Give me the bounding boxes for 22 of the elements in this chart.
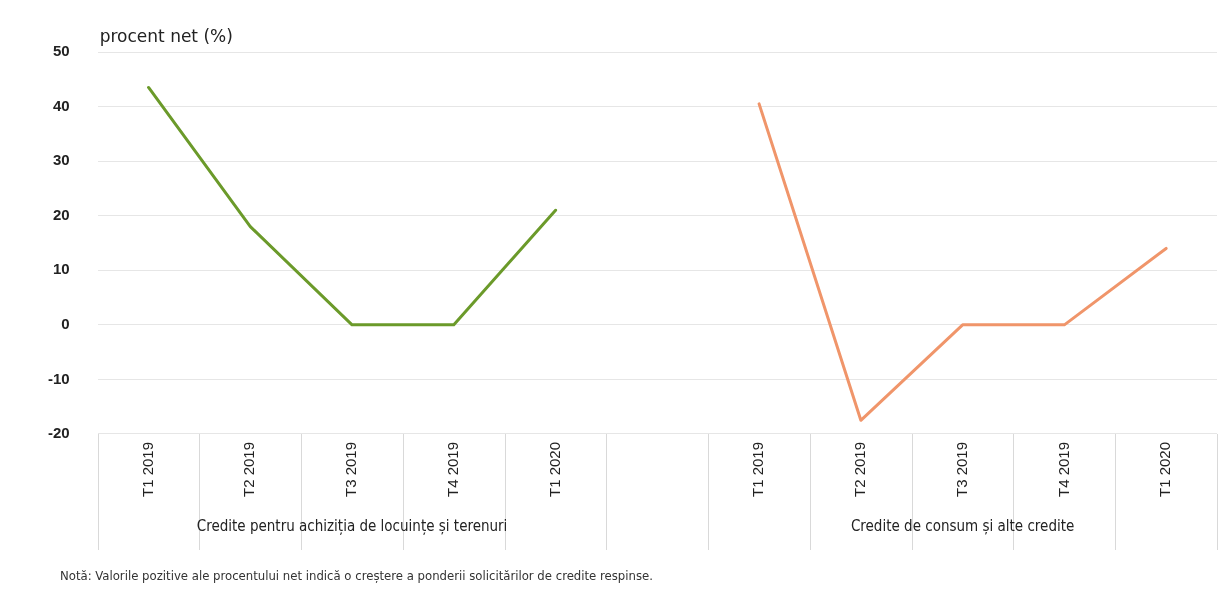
x-tick-label: T1 2020 [1156, 441, 1174, 498]
text: Credite de consum și alte credite [850, 516, 1075, 535]
x-tick-label: T1 2019 [138, 441, 156, 498]
y-tick-label: -10 [47, 369, 70, 387]
y-tick-label: 30 [52, 151, 70, 169]
y-axis-title: procent net (%) [99, 25, 233, 46]
x-tick-label: T4 2019 [1054, 441, 1072, 498]
x-tick-label: T4 2019 [443, 441, 461, 498]
x-tick-label: T2 2019 [850, 441, 868, 498]
text: Credite pentru achiziția de locuințe și terenuri [196, 516, 508, 535]
text: Notă: Valorile pozitive ale procentului net indică o creștere a ponderii solicitărilor de credite respinse. [60, 568, 653, 583]
y-tick-label: -20 [47, 424, 70, 442]
y-tick-label: 50 [52, 42, 70, 60]
x-tick-label: T1 2020 [545, 441, 563, 498]
y-tick-label: 20 [52, 205, 70, 223]
x-tick-label: T3 2019 [952, 441, 970, 498]
x-tick-label: T3 2019 [342, 441, 360, 498]
x-tick-label: T2 2019 [240, 441, 258, 498]
y-tick-label: 10 [52, 260, 70, 278]
y-tick-label: 0 [61, 314, 70, 332]
x-tick-label: T1 2019 [749, 441, 767, 498]
y-tick-label: 40 [52, 96, 70, 114]
